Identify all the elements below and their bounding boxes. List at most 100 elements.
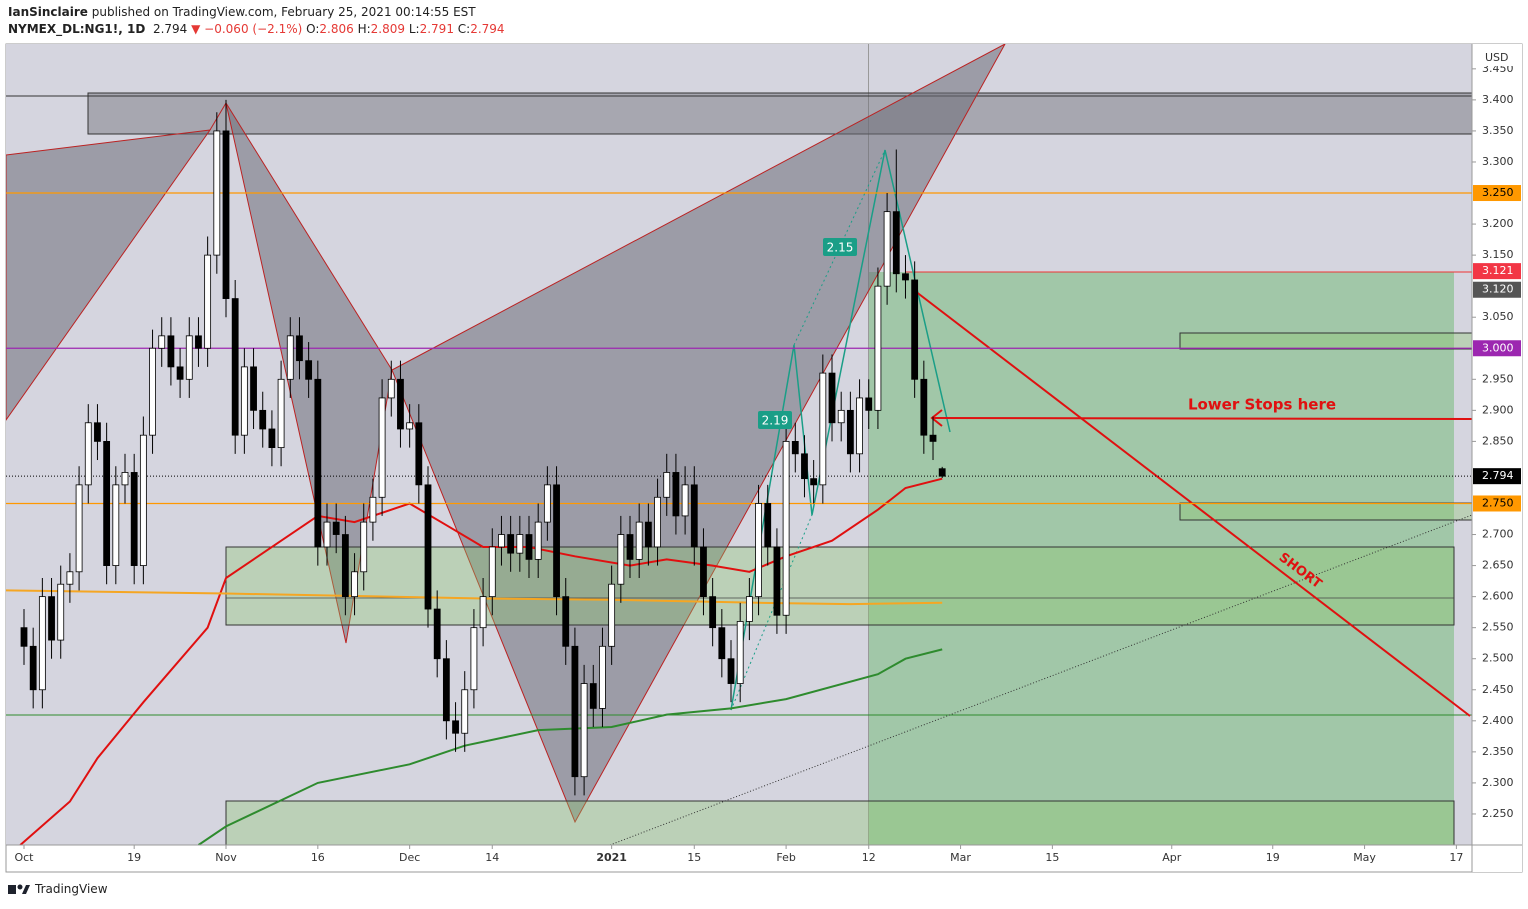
candle-body	[663, 472, 671, 498]
candle-body	[874, 285, 882, 411]
candle-body	[94, 422, 101, 442]
candle-body	[20, 627, 28, 647]
l: 2.791	[419, 22, 454, 36]
candle-body	[296, 335, 303, 362]
candle-body	[727, 658, 735, 684]
x-tick-label: Nov	[215, 851, 237, 864]
price-label-bg	[1473, 185, 1521, 202]
header-line: NYMEX_DL:NG1!, 1D 2.794 ▼ −0.060 (−2.1%)…	[8, 22, 505, 36]
candle-body	[755, 503, 762, 598]
candle-body	[690, 484, 698, 548]
candle-body	[176, 366, 184, 380]
price-label: 3.000	[1482, 341, 1514, 354]
candle-body	[259, 409, 267, 430]
candle-body	[158, 335, 166, 349]
candle-body	[782, 440, 790, 616]
symbol: NYMEX_DL:NG1!, 1D	[8, 22, 146, 36]
candle-body	[837, 409, 845, 424]
candle-body	[553, 484, 560, 598]
candle-body	[424, 484, 432, 610]
candle-body	[791, 440, 799, 455]
zigzag-dotted	[730, 514, 813, 711]
candle-body	[498, 534, 505, 548]
published: published on TradingView.com, February 2…	[91, 5, 476, 19]
l-label: L:	[408, 22, 420, 36]
x-tick-label: 19	[1266, 851, 1280, 864]
y-tick-label: 2.600	[1482, 590, 1514, 603]
candle-body	[608, 583, 616, 647]
x-tick-label: 19	[127, 851, 141, 864]
overlay: 2.15 2.19 Lower Stops here SHORT	[758, 238, 1336, 592]
candle-body	[507, 534, 515, 554]
position-area	[868, 272, 1454, 845]
candle-body	[736, 621, 744, 684]
x-tick-label: May	[1353, 851, 1376, 864]
candle-body	[204, 254, 212, 349]
candle-body	[883, 211, 891, 287]
annotation: Lower Stops here	[1188, 396, 1336, 414]
price-label-bg	[1473, 495, 1521, 512]
candle-body	[635, 521, 643, 560]
candle-body	[745, 596, 753, 622]
candle-body	[452, 720, 459, 734]
h-label: H:	[357, 22, 371, 36]
candle-body	[415, 422, 423, 486]
candle-body	[819, 372, 827, 486]
candle-body	[305, 360, 313, 380]
y-tick-label: 2.550	[1482, 621, 1514, 634]
candle-body	[479, 596, 487, 629]
y-tick-label: 3.050	[1482, 310, 1514, 323]
y-tick-label: 3.350	[1482, 124, 1514, 137]
candle-body	[562, 596, 570, 647]
candle-body	[341, 534, 349, 598]
y-tick-label: 2.400	[1482, 714, 1514, 727]
x-tick-label: 17	[1449, 851, 1463, 864]
candle-body	[938, 468, 946, 477]
y-tick-label: 2.700	[1482, 528, 1514, 541]
candle-body	[470, 627, 478, 691]
price-label: 2.750	[1482, 496, 1514, 509]
o: 2.806	[319, 22, 354, 36]
candle-body	[599, 645, 606, 709]
price-label-bg	[1473, 263, 1521, 280]
y-tick-label: 2.450	[1482, 683, 1514, 696]
currency: USD	[1485, 51, 1509, 64]
y-tick-label: 2.250	[1482, 807, 1514, 820]
candle-body	[378, 397, 386, 498]
zone	[1179, 502, 1472, 521]
candle-body	[185, 335, 193, 380]
price-label-bg	[1473, 468, 1521, 485]
candle-body	[332, 521, 340, 535]
candle-body	[709, 596, 717, 629]
price-label-bg	[1473, 340, 1521, 357]
candle-body	[902, 273, 909, 281]
candle-body	[764, 503, 772, 548]
candle-body	[433, 608, 441, 660]
candle-body	[856, 397, 863, 455]
candle-body	[534, 521, 542, 560]
y-tick-label: 3.300	[1482, 155, 1514, 168]
x-tick-label: Apr	[1162, 851, 1182, 864]
candle-body	[314, 378, 322, 548]
candle-body	[461, 689, 469, 734]
candle-body	[681, 484, 689, 517]
drawings	[6, 44, 1472, 845]
zone	[225, 800, 1455, 845]
pattern	[6, 129, 212, 421]
x-tick-label: 2021	[596, 851, 627, 864]
ratio-badge	[823, 238, 857, 256]
candle-body	[773, 546, 781, 616]
candle-body	[195, 335, 202, 349]
x-tick-label: Dec	[399, 851, 420, 864]
candle-body	[397, 378, 404, 430]
o-label: O:	[306, 22, 320, 36]
c-label: C:	[457, 22, 471, 36]
zone	[1179, 332, 1472, 350]
ratio-badge	[758, 411, 792, 429]
y-tick-label: 2.850	[1482, 434, 1514, 447]
x-tick-label: 15	[1045, 851, 1059, 864]
candle-body	[828, 372, 836, 424]
candle-body	[406, 422, 414, 430]
candle-body	[644, 521, 652, 548]
